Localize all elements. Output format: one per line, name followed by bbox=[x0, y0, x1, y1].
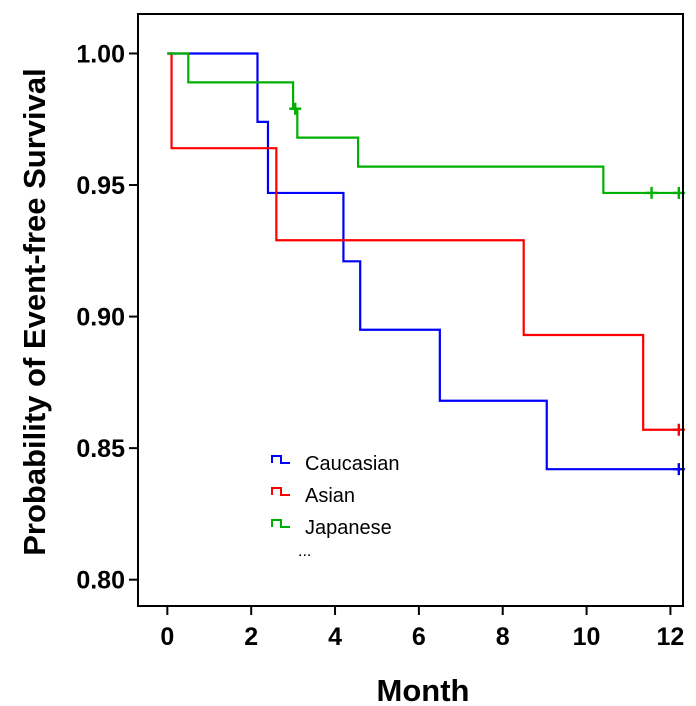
y-tick-label-0.95: 0.95 bbox=[76, 172, 125, 200]
y-tick-label-0.85: 0.85 bbox=[76, 435, 125, 463]
x-tick-label-4: 4 bbox=[328, 623, 342, 651]
x-tick-label-12: 12 bbox=[657, 623, 685, 651]
legend-swatch-caucasian bbox=[271, 455, 290, 464]
axes-layer: 0 2 4 6 8 10 12 0.80 0.85 0.90 0.95 1.00 bbox=[76, 13, 685, 651]
x-tick-label-2: 2 bbox=[244, 623, 258, 651]
censor-mark-japanese-1 bbox=[289, 102, 302, 115]
series-line-caucasian bbox=[167, 52, 679, 471]
series-line-asian bbox=[167, 52, 679, 431]
x-axis-title: Month bbox=[377, 673, 470, 706]
legend-label-japanese: Japanese bbox=[305, 517, 392, 539]
censor-mark-japanese-2 bbox=[645, 186, 658, 199]
legend-label-caucasian: Caucasian bbox=[305, 453, 400, 475]
series-layer bbox=[167, 52, 685, 476]
x-tick-label-6: 6 bbox=[412, 623, 426, 651]
y-axis-title: Probability of Event-free Survival bbox=[17, 68, 52, 556]
legend-more-entries: ... bbox=[298, 543, 311, 560]
plot-frame bbox=[137, 13, 684, 607]
y-tick-label-1.00: 1.00 bbox=[76, 40, 125, 68]
y-tick-label-0.90: 0.90 bbox=[76, 304, 125, 332]
legend-swatch-asian bbox=[271, 487, 290, 496]
legend-swatch-japanese bbox=[271, 519, 290, 528]
y-tick-label-0.80: 0.80 bbox=[76, 567, 125, 595]
x-tick-label-0: 0 bbox=[160, 623, 174, 651]
legend-label-asian: Asian bbox=[305, 485, 355, 507]
series-line-japanese bbox=[167, 52, 679, 195]
legend: Caucasian Asian Japanese... bbox=[271, 453, 400, 560]
x-tick-label-10: 10 bbox=[573, 623, 601, 651]
x-tick-label-8: 8 bbox=[496, 623, 510, 651]
